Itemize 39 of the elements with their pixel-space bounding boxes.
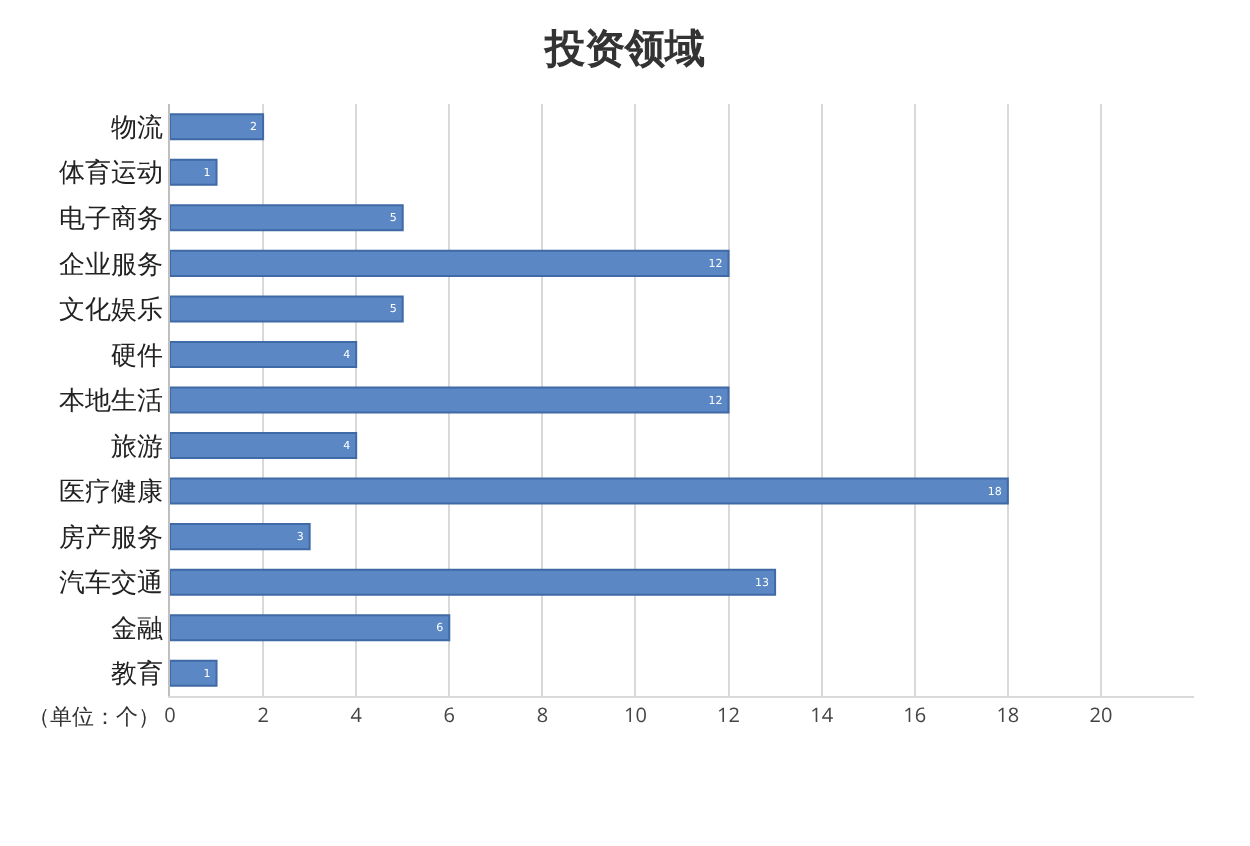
x-tick-label: 20 <box>1089 700 1113 728</box>
bar <box>170 568 777 596</box>
y-tick-label: 电子商务 <box>58 204 163 235</box>
x-tick-label: 18 <box>996 700 1020 728</box>
y-tick-label: 本地生活 <box>58 387 163 418</box>
y-tick-label: 旅游 <box>110 432 163 463</box>
x-tick-label: 12 <box>717 700 741 728</box>
x-tick-label: 0 <box>164 700 177 728</box>
y-tick-label: 汽车交通 <box>58 567 163 600</box>
bar <box>170 340 358 368</box>
bar <box>170 523 311 551</box>
x-tick-label: 10 <box>624 700 648 728</box>
y-tick-label: 物流 <box>110 111 163 144</box>
y-tick-label: 金融 <box>110 614 163 645</box>
y-tick-label: 企业服务 <box>58 250 163 281</box>
chart-title: 投资领域 <box>543 23 705 72</box>
bar <box>170 477 1009 505</box>
x-tick-label: 2 <box>257 700 270 728</box>
x-tick-label: 16 <box>903 700 927 728</box>
y-tick-label: 教育 <box>110 658 163 691</box>
x-tick-label: 8 <box>536 700 549 728</box>
x-tick-label: 4 <box>350 700 363 728</box>
y-tick-label: 体育运动 <box>58 157 163 190</box>
bar <box>170 204 404 232</box>
x-tick-label: 14 <box>810 700 834 728</box>
y-tick-label: 文化娱乐 <box>58 296 163 327</box>
y-tick-label: 房产服务 <box>58 521 163 554</box>
x-tick-label: 6 <box>443 700 456 728</box>
y-tick-label: 医疗健康 <box>58 478 163 509</box>
bar <box>170 158 218 186</box>
bar <box>170 386 730 414</box>
bar <box>170 614 451 642</box>
bar <box>170 295 404 323</box>
bar <box>170 432 358 460</box>
bar <box>170 249 730 277</box>
text: （单位：个） <box>28 704 160 730</box>
bar <box>170 113 265 141</box>
bar <box>170 659 218 687</box>
y-tick-label: 硬件 <box>110 341 163 372</box>
